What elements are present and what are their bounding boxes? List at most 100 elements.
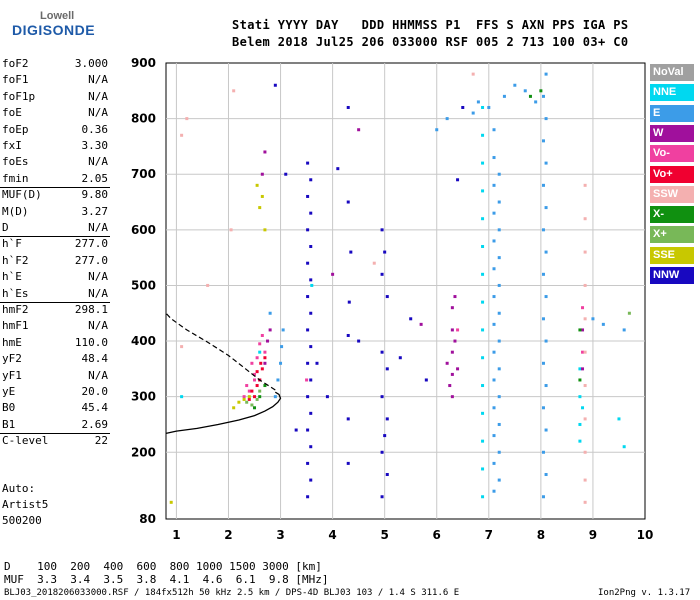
data-point: [544, 72, 548, 76]
data-point: [383, 434, 387, 438]
data-point: [309, 411, 313, 415]
data-point: [245, 400, 249, 404]
data-point: [487, 105, 491, 109]
param-label: C-level: [2, 434, 49, 448]
footer-version: Ion2Png v. 1.3.17: [598, 588, 691, 598]
y-tick-label: 200: [131, 445, 156, 459]
data-point: [456, 367, 460, 371]
data-point: [497, 367, 501, 371]
data-point: [250, 361, 254, 365]
data-point: [306, 361, 310, 365]
data-point: [273, 395, 277, 399]
x-tick-label: 8: [537, 528, 545, 542]
legend-item: SSE: [650, 246, 694, 264]
legend-item: NNW: [650, 267, 694, 284]
param-row: yF2 48.4: [2, 352, 108, 368]
data-point: [185, 117, 189, 121]
data-point: [380, 450, 384, 454]
data-point: [260, 367, 264, 371]
x-tick-label: 10: [637, 528, 654, 542]
param-label: hmE: [2, 335, 22, 349]
data-point: [539, 89, 543, 93]
data-point: [578, 439, 582, 443]
data-point: [492, 267, 496, 271]
logo-main-text: DIGISONDE: [12, 22, 96, 38]
data-point: [306, 428, 310, 432]
param-label: h`Es: [2, 286, 29, 300]
param-value: 48.4: [81, 352, 109, 366]
data-point: [281, 328, 285, 332]
data-point: [581, 328, 585, 332]
data-point: [583, 283, 587, 287]
data-point: [541, 183, 545, 187]
data-point: [497, 283, 501, 287]
y-tick-label: 80: [139, 512, 156, 526]
data-point: [471, 111, 475, 115]
data-point: [492, 322, 496, 326]
param-row: hmF1 N/A: [2, 319, 108, 335]
data-point: [309, 345, 313, 349]
data-point: [492, 239, 496, 243]
data-point: [541, 228, 545, 232]
data-point: [541, 450, 545, 454]
data-point: [544, 295, 548, 299]
data-point: [253, 378, 257, 382]
param-value: 0.36: [81, 122, 109, 136]
data-point: [471, 72, 475, 76]
data-point: [435, 128, 439, 132]
data-point: [242, 395, 246, 399]
x-tick-label: 1: [172, 528, 180, 542]
data-point: [456, 328, 460, 332]
data-point: [306, 328, 310, 332]
data-point: [492, 156, 496, 160]
data-point: [347, 300, 351, 304]
data-point: [481, 133, 485, 137]
data-point: [232, 89, 236, 93]
data-point: [453, 295, 457, 299]
data-point: [544, 339, 548, 343]
param-value: 277.0: [74, 253, 108, 267]
profile-dashed-line: [165, 312, 276, 391]
data-point: [544, 473, 548, 477]
data-point: [398, 356, 402, 360]
data-point: [349, 250, 353, 254]
param-label: hmF2: [2, 303, 29, 316]
data-point: [309, 478, 313, 482]
data-point: [255, 356, 259, 360]
param-value: 2.05: [81, 171, 109, 185]
param-row: MUF(D) 9.80: [2, 188, 108, 204]
param-row: C-level 22: [2, 434, 108, 450]
data-point: [497, 311, 501, 315]
data-point: [492, 461, 496, 465]
auto-program: Artist5: [2, 498, 49, 511]
data-point: [309, 445, 313, 449]
data-point: [513, 83, 517, 87]
data-point: [456, 178, 460, 182]
data-point: [544, 161, 548, 165]
param-value: 277.0: [74, 237, 108, 251]
data-point: [346, 200, 350, 204]
data-point: [481, 161, 485, 165]
data-point: [481, 356, 485, 360]
data-point: [331, 272, 335, 276]
data-point: [409, 317, 413, 321]
data-point: [383, 250, 387, 254]
param-label: B1: [2, 417, 16, 431]
param-row: yE 20.0: [2, 385, 108, 401]
data-point: [253, 395, 257, 399]
data-point: [247, 397, 251, 401]
auto-label: Auto:: [2, 482, 36, 495]
x-tick-label: 5: [380, 528, 388, 542]
data-point: [481, 411, 485, 415]
y-tick-label: 300: [131, 390, 156, 404]
data-point: [448, 384, 452, 388]
data-point: [591, 317, 595, 321]
data-point: [380, 272, 384, 276]
data-point: [266, 339, 270, 343]
data-point: [372, 261, 376, 265]
data-point: [541, 139, 545, 143]
data-point: [306, 261, 310, 265]
data-point: [263, 356, 267, 360]
data-point: [258, 389, 262, 393]
data-point: [253, 406, 257, 410]
